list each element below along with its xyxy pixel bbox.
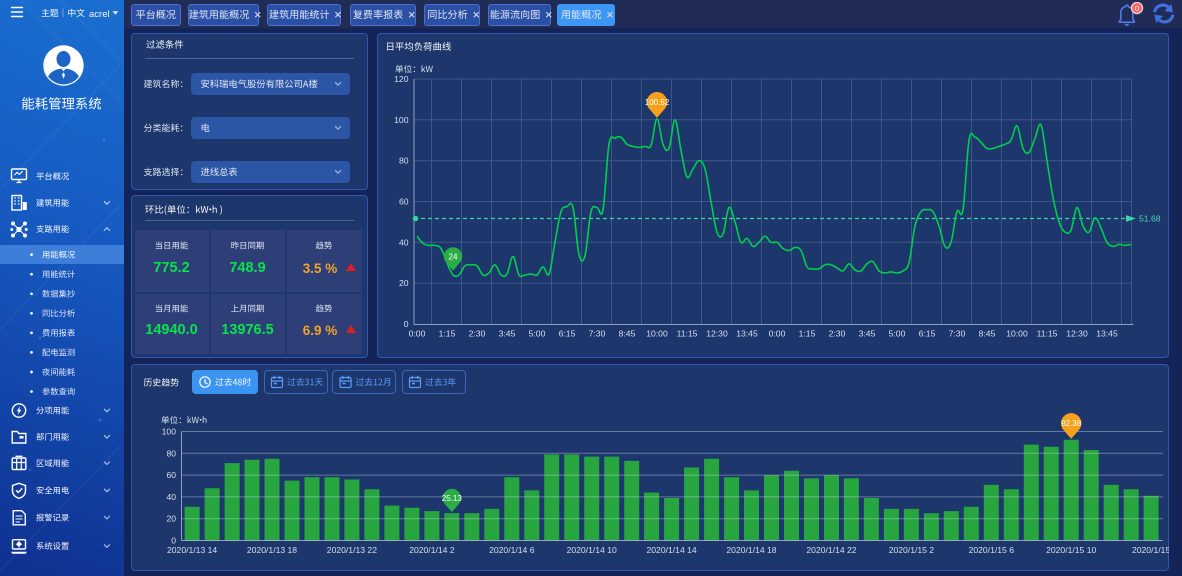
svg-text:0:00: 0:00 [769, 329, 786, 339]
svg-text:80: 80 [166, 448, 176, 458]
svg-text:2020/1/14 22: 2020/1/14 22 [806, 545, 856, 555]
svg-text:2:30: 2:30 [829, 329, 846, 339]
svg-text:5:00: 5:00 [889, 329, 906, 339]
svg-text:6:15: 6:15 [559, 329, 576, 339]
svg-text:25.13: 25.13 [442, 494, 463, 503]
svg-text:2020/1/15: 2020/1/15 [1132, 545, 1169, 555]
svg-text:5:00: 5:00 [529, 329, 546, 339]
svg-text:2020/1/14 18: 2020/1/14 18 [726, 545, 776, 555]
svg-text:100.52: 100.52 [645, 98, 670, 107]
svg-text:2020/1/15 2: 2020/1/15 2 [889, 545, 935, 555]
svg-text:8:45: 8:45 [979, 329, 996, 339]
svg-text:2020/1/14 10: 2020/1/14 10 [567, 545, 617, 555]
svg-text:8:45: 8:45 [619, 329, 636, 339]
svg-text:3:45: 3:45 [499, 329, 516, 339]
svg-text:24: 24 [449, 252, 458, 261]
svg-text:2020/1/14 6: 2020/1/14 6 [489, 545, 535, 555]
svg-text:12:30: 12:30 [706, 329, 728, 339]
svg-text:0: 0 [404, 319, 409, 329]
svg-text:60: 60 [166, 470, 176, 480]
svg-text:0:00: 0:00 [409, 329, 426, 339]
svg-text:120: 120 [394, 74, 409, 84]
svg-text:1:15: 1:15 [799, 329, 816, 339]
svg-text:2020/1/13 14: 2020/1/13 14 [167, 545, 217, 555]
svg-text:1:15: 1:15 [439, 329, 456, 339]
svg-text:100: 100 [394, 115, 409, 125]
svg-text:2020/1/13 22: 2020/1/13 22 [327, 545, 377, 555]
svg-text:6:15: 6:15 [919, 329, 936, 339]
svg-text:2020/1/13 18: 2020/1/13 18 [247, 545, 297, 555]
svg-text:13:45: 13:45 [1096, 329, 1118, 339]
svg-text:7:30: 7:30 [949, 329, 966, 339]
svg-text:92.38: 92.38 [1061, 419, 1082, 428]
svg-text:11:15: 11:15 [677, 329, 698, 339]
svg-text:2:30: 2:30 [469, 329, 486, 339]
svg-text:11:15: 11:15 [1037, 329, 1058, 339]
svg-text:10:00: 10:00 [1006, 329, 1028, 339]
svg-text:51.68: 51.68 [1139, 214, 1161, 224]
svg-text:10:00: 10:00 [646, 329, 668, 339]
svg-text:0: 0 [1135, 4, 1139, 13]
svg-text:3:45: 3:45 [859, 329, 876, 339]
svg-text:2020/1/14 2: 2020/1/14 2 [409, 545, 455, 555]
svg-text:0: 0 [171, 536, 176, 546]
svg-text:7:30: 7:30 [589, 329, 606, 339]
svg-text:80: 80 [399, 156, 409, 166]
svg-text:12:30: 12:30 [1066, 329, 1088, 339]
svg-text:2020/1/14 14: 2020/1/14 14 [647, 545, 697, 555]
svg-text:2020/1/15 10: 2020/1/15 10 [1046, 545, 1096, 555]
svg-text:13:45: 13:45 [736, 329, 758, 339]
svg-text:40: 40 [166, 492, 176, 502]
svg-text:20: 20 [166, 514, 176, 524]
svg-text:40: 40 [399, 237, 409, 247]
svg-text:60: 60 [399, 197, 409, 207]
svg-text:20: 20 [399, 278, 409, 288]
svg-text:100: 100 [162, 427, 177, 437]
svg-text:2020/1/15 6: 2020/1/15 6 [969, 545, 1015, 555]
